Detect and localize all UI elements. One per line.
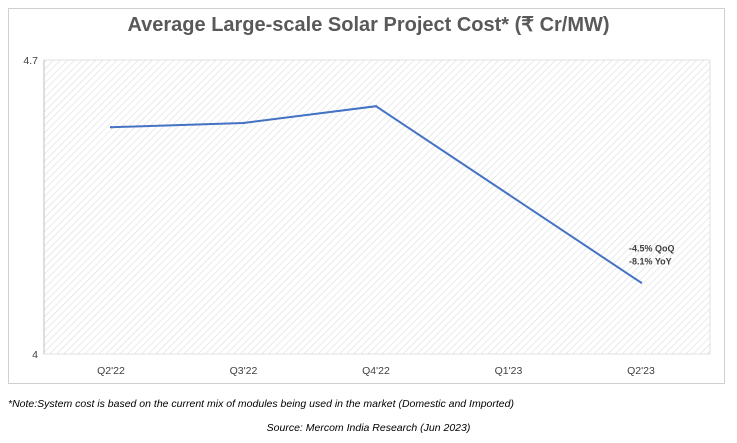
x-tick-label: Q2'23 [627, 365, 655, 377]
footnote: *Note:System cost is based on the curren… [8, 398, 514, 410]
data-point [242, 121, 245, 125]
x-tick-label: Q2'22 [97, 365, 125, 377]
y-tick-label: 4.7 [23, 55, 38, 67]
plot-area [43, 59, 711, 355]
x-tick-label: Q3'22 [230, 365, 258, 377]
change-annotation: -8.1% YoY [629, 257, 672, 267]
data-point [109, 126, 113, 129]
chart-title: Average Large-scale Solar Project Cost* … [127, 14, 610, 36]
source-note: Source: Mercom India Research (Jun 2023) [266, 422, 471, 434]
data-point [374, 105, 378, 108]
y-tick-label: 4 [32, 349, 38, 361]
x-tick-label: Q4'22 [362, 365, 390, 377]
data-point [507, 193, 510, 196]
x-tick-label: Q1'23 [495, 365, 523, 377]
change-annotation: -4.5% QoQ [629, 244, 675, 254]
data-point [639, 281, 643, 284]
